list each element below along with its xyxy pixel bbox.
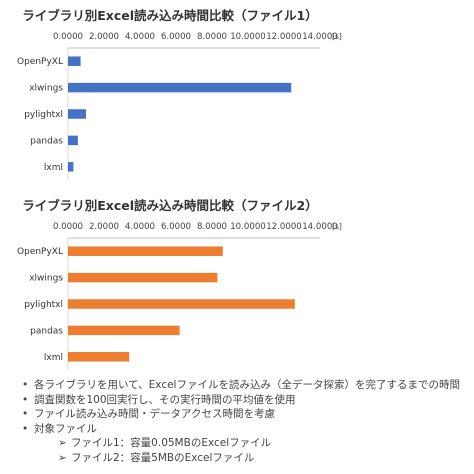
tick-label: 10.0000 — [230, 222, 266, 232]
category-label: pandas — [30, 136, 63, 146]
tick-label: 14.0000 — [302, 222, 338, 232]
chart-file1-svg: ライブラリ別Excel読み込み時間比較（ファイル1） 0.0000 2.0000 4.… — [17, 8, 342, 180]
tick-label: 14.0000 — [302, 32, 338, 42]
tick-label: 2.0000 — [89, 32, 119, 42]
note-text: 調査関数を100回実行し、その実行時間の平均値を使用 — [34, 393, 296, 406]
unit-label: [s] — [332, 32, 342, 41]
tick-label: 8.0000 — [197, 32, 227, 42]
category-label: lxml — [44, 163, 63, 173]
tick-label: 0.0000 — [53, 222, 83, 232]
category-label: xlwings — [29, 274, 63, 284]
note-item: • ファイル読み込み時間・データアクセス時間を考慮 — [22, 407, 472, 422]
tick-label: 6.0000 — [161, 222, 191, 232]
bar — [68, 299, 295, 309]
category-label: pylightxl — [24, 110, 63, 120]
tick-label: 0.0000 — [53, 32, 83, 42]
bar — [68, 109, 86, 119]
bar — [68, 325, 180, 336]
note-item: • 調査関数を100回実行し、その実行時間の平均値を使用 — [22, 393, 472, 408]
note-item: • 各ライブラリを用いて、Excelファイルを読み込み（全データ探索）を完了するま… — [22, 378, 472, 393]
tick-label: 12.0000 — [266, 222, 302, 232]
tick-label: 2.0000 — [89, 222, 119, 232]
tick-label: 10.0000 — [230, 32, 266, 42]
bullet-icon: • — [22, 393, 29, 406]
bullet-icon: • — [22, 408, 29, 421]
notes-list: • 各ライブラリを用いて、Excelファイルを読み込み（全データ探索）を完了するま… — [22, 378, 472, 466]
note-subtext: ファイル2：容量5MBのExcelファイル — [71, 451, 255, 464]
tick-label: 4.0000 — [125, 32, 155, 42]
arrow-bullet-icon: ➢ — [58, 451, 67, 464]
chart-title: ライブラリ別Excel読み込み時間比較（ファイル2） — [22, 198, 317, 213]
note-subitem: ➢ ファイル1：容量0.05MBのExcelファイル — [22, 436, 472, 451]
unit-label: [s] — [332, 222, 342, 231]
chart-file2-svg: ライブラリ別Excel読み込み時間比較（ファイル2） 0.0000 2.0000 4.… — [17, 198, 342, 370]
category-label: xlwings — [29, 84, 63, 94]
category-label: pandas — [30, 326, 63, 336]
bullet-icon: • — [22, 379, 29, 391]
category-label: lxml — [44, 353, 63, 363]
tick-label: 4.0000 — [125, 222, 155, 232]
note-subitem: ➢ ファイル2：容量5MBのExcelファイル — [22, 451, 472, 466]
bar — [68, 162, 74, 172]
category-label: OpenPyXL — [17, 247, 63, 257]
note-text: 対象ファイル — [34, 422, 97, 435]
chart-file1: ライブラリ別Excel読み込み時間比較（ファイル1） 0.0000 2.0000 4.… — [0, 0, 474, 185]
note-item: • 対象ファイル — [22, 422, 472, 437]
tick-label: 12.0000 — [266, 32, 302, 42]
tick-label: 6.0000 — [161, 32, 191, 42]
note-subtext: ファイル1：容量0.05MBのExcelファイル — [71, 437, 272, 450]
category-label: OpenPyXL — [17, 57, 63, 67]
chart-title: ライブラリ別Excel読み込み時間比較（ファイル1） — [22, 8, 317, 23]
tick-label: 8.0000 — [197, 222, 227, 232]
bullet-icon: • — [22, 422, 29, 435]
bar — [68, 135, 78, 146]
note-text: ファイル読み込み時間・データアクセス時間を考慮 — [34, 408, 275, 421]
note-text: 各ライブラリを用いて、Excelファイルを読み込み（全データ探索）を完了するまで… — [34, 379, 460, 391]
arrow-bullet-icon: ➢ — [58, 437, 67, 450]
bar — [68, 246, 223, 256]
bar — [68, 82, 292, 93]
chart-file2: ライブラリ別Excel読み込み時間比較（ファイル2） 0.0000 2.0000 4.… — [0, 190, 474, 375]
bar — [68, 272, 218, 283]
category-label: pylightxl — [24, 300, 63, 310]
bar — [68, 56, 81, 66]
bar — [68, 352, 130, 362]
